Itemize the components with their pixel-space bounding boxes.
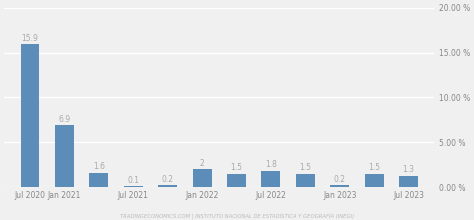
Bar [55,125,74,187]
Bar [227,174,246,187]
Text: 1.3: 1.3 [402,165,415,174]
Text: 15.9: 15.9 [21,34,38,43]
Bar [399,176,418,187]
Bar [192,169,211,187]
Bar [124,186,143,187]
Text: 0.1: 0.1 [127,176,139,185]
Text: 1.5: 1.5 [230,163,243,172]
Text: 1.8: 1.8 [265,160,277,169]
Text: 1.5: 1.5 [368,163,380,172]
Text: 1.5: 1.5 [300,163,311,172]
Text: 2: 2 [200,159,204,167]
Bar [158,185,177,187]
Bar [20,44,39,187]
Bar [296,174,315,187]
Bar [90,173,108,187]
Bar [330,185,349,187]
Text: 1.6: 1.6 [93,162,105,171]
Text: 0.2: 0.2 [162,175,173,184]
Text: 6.9: 6.9 [58,114,71,123]
Bar [262,171,281,187]
Text: 0.2: 0.2 [334,175,346,184]
Text: TRADINGECONOMICS.COM | INSTITUTO NACIONAL DE ESTADÍSTICA Y GEOGRAFÍA (INEGI): TRADINGECONOMICS.COM | INSTITUTO NACIONA… [120,212,354,219]
Bar [365,174,383,187]
